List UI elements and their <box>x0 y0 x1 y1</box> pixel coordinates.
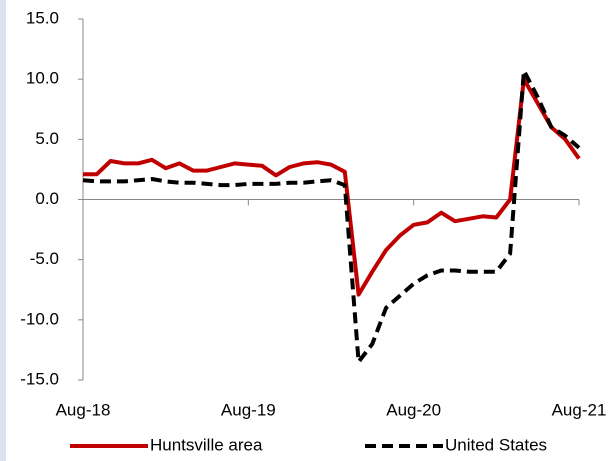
side-strip <box>0 0 6 461</box>
series-line <box>83 77 581 297</box>
y-tick-label: 5.0 <box>35 129 59 148</box>
legend-label: United States <box>445 435 547 454</box>
x-tick-label: Aug-20 <box>386 400 441 419</box>
series-line <box>82 68 581 364</box>
y-tick-label: 10.0 <box>26 69 59 88</box>
x-tick-label: Aug-19 <box>221 400 276 419</box>
y-tick-label: -15.0 <box>20 369 59 388</box>
x-tick-label: Aug-21 <box>552 400 607 419</box>
legend-label: Huntsville area <box>150 435 263 454</box>
y-tick-label: -10.0 <box>20 309 59 328</box>
y-tick-label: 15.0 <box>26 8 59 27</box>
y-tick-label: -5.0 <box>30 249 59 268</box>
x-tick-label: Aug-18 <box>56 400 111 419</box>
y-tick-label: 0.0 <box>35 189 59 208</box>
